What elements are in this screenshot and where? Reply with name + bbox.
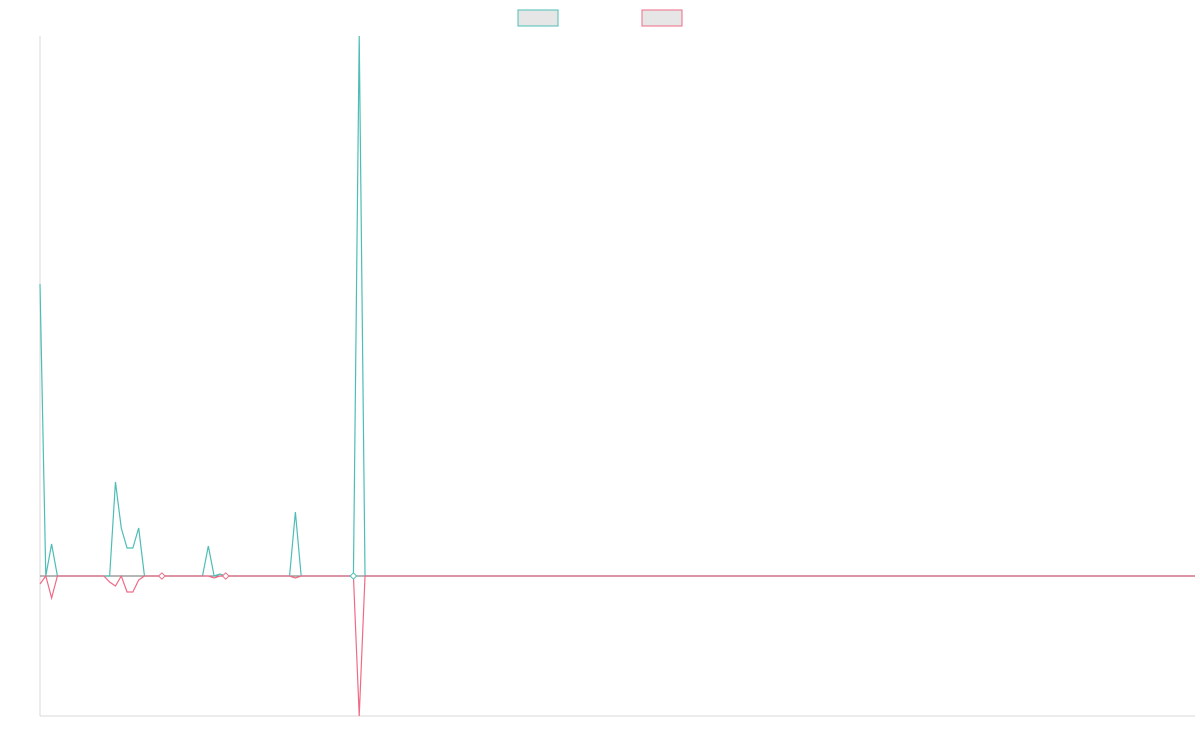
legend-swatch-2 xyxy=(641,9,683,27)
legend-swatch-1 xyxy=(517,9,559,27)
series-line-2 xyxy=(39,574,1195,717)
series-line-1 xyxy=(39,35,1195,577)
legend xyxy=(517,9,683,27)
plot-area xyxy=(39,35,1195,717)
axes xyxy=(39,36,1195,717)
data-marker-3 xyxy=(349,572,358,580)
data-marker-1 xyxy=(157,572,166,580)
markers xyxy=(157,572,358,580)
data-marker-2 xyxy=(221,572,230,580)
